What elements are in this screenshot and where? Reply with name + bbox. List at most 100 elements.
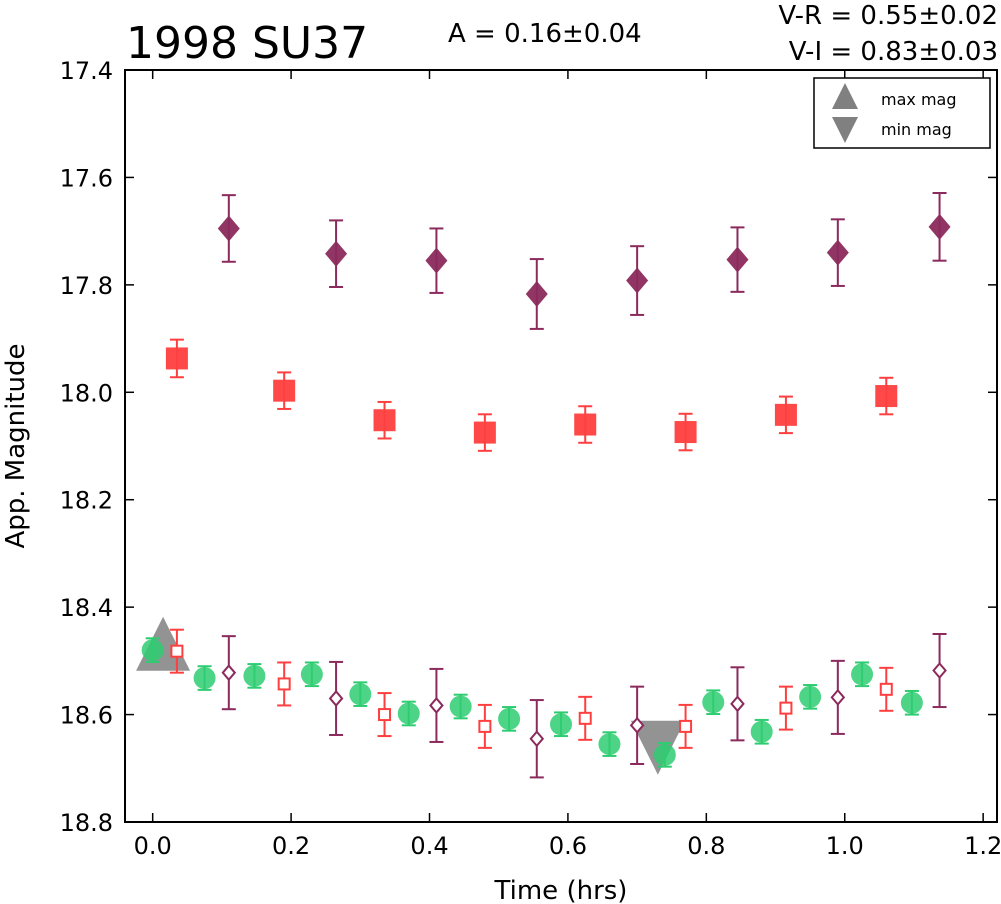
data-point [273, 371, 296, 410]
square-marker [165, 347, 188, 370]
data-point [879, 666, 894, 712]
x-tick-label: 0.0 [134, 832, 172, 860]
data-point [169, 628, 184, 674]
diamond-marker [325, 240, 348, 267]
open-diamond-marker [830, 688, 846, 706]
x-axis-label: Time (hrs) [494, 876, 628, 904]
legend-max-icon [832, 83, 858, 109]
data-point [750, 718, 773, 745]
data-point [529, 699, 545, 779]
data-point [165, 338, 188, 379]
circle-marker [550, 713, 572, 736]
data-point [473, 413, 496, 452]
data-point [373, 400, 396, 440]
data-point [578, 695, 593, 741]
y-tick-label: 18.0 [60, 379, 113, 407]
data-point [243, 663, 266, 689]
diamond-marker [726, 246, 749, 273]
square-marker [373, 409, 396, 432]
open-square-marker [277, 677, 291, 691]
open-square-marker [779, 701, 793, 715]
series-diamond-filled [217, 192, 951, 330]
open-diamond-marker [221, 664, 237, 682]
data-point [629, 685, 645, 765]
data-point [678, 703, 693, 749]
x-tick-label: 1.2 [964, 832, 1001, 860]
data-point [550, 711, 572, 738]
open-square-marker [679, 719, 693, 733]
y-tick-label: 18.2 [60, 487, 113, 515]
data-point [277, 661, 292, 707]
data-point [449, 693, 472, 720]
circle-marker [397, 702, 420, 725]
data-point [221, 635, 237, 711]
x-tick-label: 0.6 [549, 832, 587, 860]
x-tick-label: 0.4 [410, 832, 448, 860]
open-diamond-marker [529, 730, 545, 748]
data-point [830, 659, 846, 735]
diamond-marker [826, 239, 849, 266]
circle-marker [498, 707, 521, 730]
data-point [774, 395, 797, 435]
data-point [598, 731, 621, 757]
open-square-marker [879, 682, 893, 696]
data-point [328, 660, 344, 736]
open-diamond-marker [429, 696, 444, 714]
data-point [141, 637, 164, 663]
data-point [300, 661, 323, 688]
square-marker [473, 421, 496, 444]
legend-label: min mag [881, 120, 952, 139]
data-point [477, 703, 492, 749]
circle-marker [449, 695, 472, 718]
y-tick-label: 18.4 [60, 594, 113, 622]
x-tick-label: 0.2 [272, 832, 310, 860]
legend-label: max mag [881, 90, 957, 109]
data-point [626, 245, 649, 316]
circle-marker [851, 663, 874, 686]
data-point [900, 689, 923, 716]
circle-marker [750, 720, 773, 743]
data-point [932, 633, 947, 709]
open-square-marker [378, 708, 392, 722]
x-tick-label: 0.8 [687, 832, 725, 860]
circle-marker [193, 667, 216, 690]
diamond-marker [425, 247, 448, 274]
plot-frame [124, 69, 998, 823]
circle-marker [349, 683, 372, 706]
square-marker [875, 385, 898, 408]
data-point [928, 192, 951, 262]
amplitude-label: A = 0.16±0.04 [448, 19, 642, 49]
y-axis-label: App. Magnitude [1, 343, 31, 548]
circle-marker [702, 691, 725, 714]
square-marker [674, 421, 697, 444]
data-point [349, 681, 372, 707]
series-circle-filled [141, 637, 923, 768]
data-point [799, 684, 822, 710]
data-point [429, 667, 444, 743]
circle-marker [300, 663, 323, 686]
data-point [498, 706, 521, 732]
open-square-marker [578, 711, 592, 725]
diamond-marker [217, 215, 240, 242]
data-point [653, 742, 676, 768]
circle-marker [243, 664, 266, 687]
data-point [397, 700, 420, 727]
diamond-marker [525, 280, 548, 307]
series-diamond-open [221, 633, 947, 779]
y-tick-label: 17.6 [60, 164, 113, 192]
data-point [778, 685, 793, 731]
circle-marker [900, 691, 923, 714]
data-point [730, 666, 745, 742]
legend: max mag min mag [813, 77, 991, 149]
data-point [726, 226, 749, 293]
x-tick-label: 1.0 [826, 832, 864, 860]
circle-marker [141, 639, 164, 662]
y-tick-label: 18.8 [60, 809, 113, 837]
square-marker [774, 403, 797, 426]
open-diamond-marker [932, 661, 947, 680]
data-point [702, 689, 725, 716]
data-point [425, 227, 448, 294]
v-i-color-label: V-I = 0.83±0.03 [789, 37, 998, 67]
data-point [674, 412, 697, 452]
data-point [574, 405, 597, 444]
